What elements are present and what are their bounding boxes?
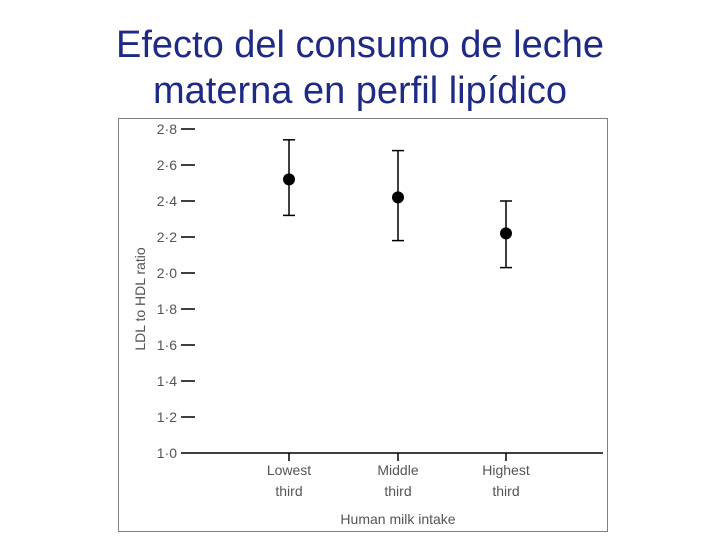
y-tick-label: 2·0 xyxy=(157,265,177,281)
chart-figure: 1·0 1·2 1·4 1·6 1·8 2·0 2·2 2·4 2·6 2·8 Lowest thi… xyxy=(118,118,608,532)
x-category-label: Highest xyxy=(482,462,530,478)
y-tick-label: 2·2 xyxy=(157,229,177,245)
y-tick-label: 2·8 xyxy=(157,121,177,137)
slide-title-line-1: Efecto del consumo de leche xyxy=(116,24,604,66)
data-point xyxy=(500,227,512,240)
x-axis-label: Human milk intake xyxy=(340,511,455,527)
x-category-label: third xyxy=(275,483,302,499)
y-axis-label: LDL to HDL ratio xyxy=(132,247,148,350)
data-point xyxy=(392,191,404,204)
x-category-label: third xyxy=(384,483,411,499)
x-axis: Lowest third Middle third Highest third xyxy=(195,452,603,499)
slide-title-line-2: materna en perfil lipídico xyxy=(153,70,567,112)
y-tick-label: 1·8 xyxy=(157,301,177,317)
y-axis: 1·0 1·2 1·4 1·6 1·8 2·0 2·2 2·4 2·6 2·8 xyxy=(157,121,195,461)
data-point xyxy=(283,173,295,186)
y-tick-label: 1·4 xyxy=(157,373,177,389)
y-tick-label: 2·4 xyxy=(157,193,177,209)
data-marks xyxy=(283,139,512,269)
y-tick-label: 1·0 xyxy=(157,445,177,461)
chart-svg: 1·0 1·2 1·4 1·6 1·8 2·0 2·2 2·4 2·6 2·8 Lowest thi… xyxy=(132,121,603,527)
x-category-label: Lowest xyxy=(267,462,311,478)
y-tick-label: 1·2 xyxy=(157,409,177,425)
y-tick-label: 1·6 xyxy=(157,337,177,353)
x-category-label: Middle xyxy=(377,462,418,478)
slide-title: Efecto del consumo de leche materna en p… xyxy=(0,22,720,114)
x-category-label: third xyxy=(492,483,519,499)
y-tick-label: 2·6 xyxy=(157,157,177,173)
